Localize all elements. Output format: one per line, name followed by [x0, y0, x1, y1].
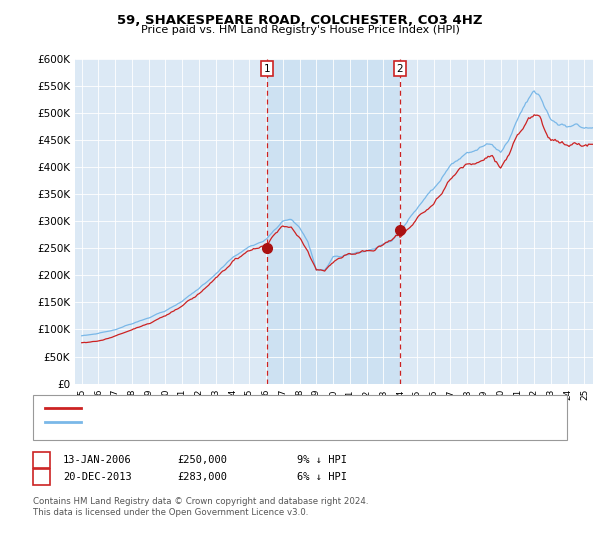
Bar	[267, 59, 400, 384]
Text: 1: 1	[263, 64, 270, 74]
Text: 59, SHAKESPEARE ROAD, COLCHESTER, CO3 4HZ (detached house): 59, SHAKESPEARE ROAD, COLCHESTER, CO3 4H…	[87, 403, 424, 413]
Text: 59, SHAKESPEARE ROAD, COLCHESTER, CO3 4HZ: 59, SHAKESPEARE ROAD, COLCHESTER, CO3 4H…	[117, 14, 483, 27]
Text: £250,000: £250,000	[177, 455, 227, 465]
Text: Contains HM Land Registry data © Crown copyright and database right 2024.
This d: Contains HM Land Registry data © Crown c…	[33, 497, 368, 517]
Text: HPI: Average price, detached house, Colchester: HPI: Average price, detached house, Colc…	[87, 417, 325, 427]
Text: 9% ↓ HPI: 9% ↓ HPI	[297, 455, 347, 465]
Text: 2: 2	[38, 472, 44, 482]
Text: 1: 1	[38, 455, 44, 465]
Text: 2: 2	[396, 64, 403, 74]
Text: 20-DEC-2013: 20-DEC-2013	[63, 472, 132, 482]
Text: £283,000: £283,000	[177, 472, 227, 482]
Text: 13-JAN-2006: 13-JAN-2006	[63, 455, 132, 465]
Text: Price paid vs. HM Land Registry's House Price Index (HPI): Price paid vs. HM Land Registry's House …	[140, 25, 460, 35]
Text: 6% ↓ HPI: 6% ↓ HPI	[297, 472, 347, 482]
